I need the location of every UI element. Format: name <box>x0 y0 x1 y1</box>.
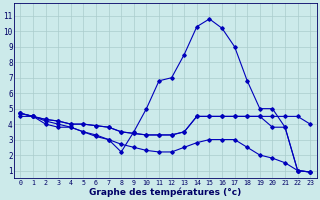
X-axis label: Graphe des températures (°c): Graphe des températures (°c) <box>89 187 242 197</box>
